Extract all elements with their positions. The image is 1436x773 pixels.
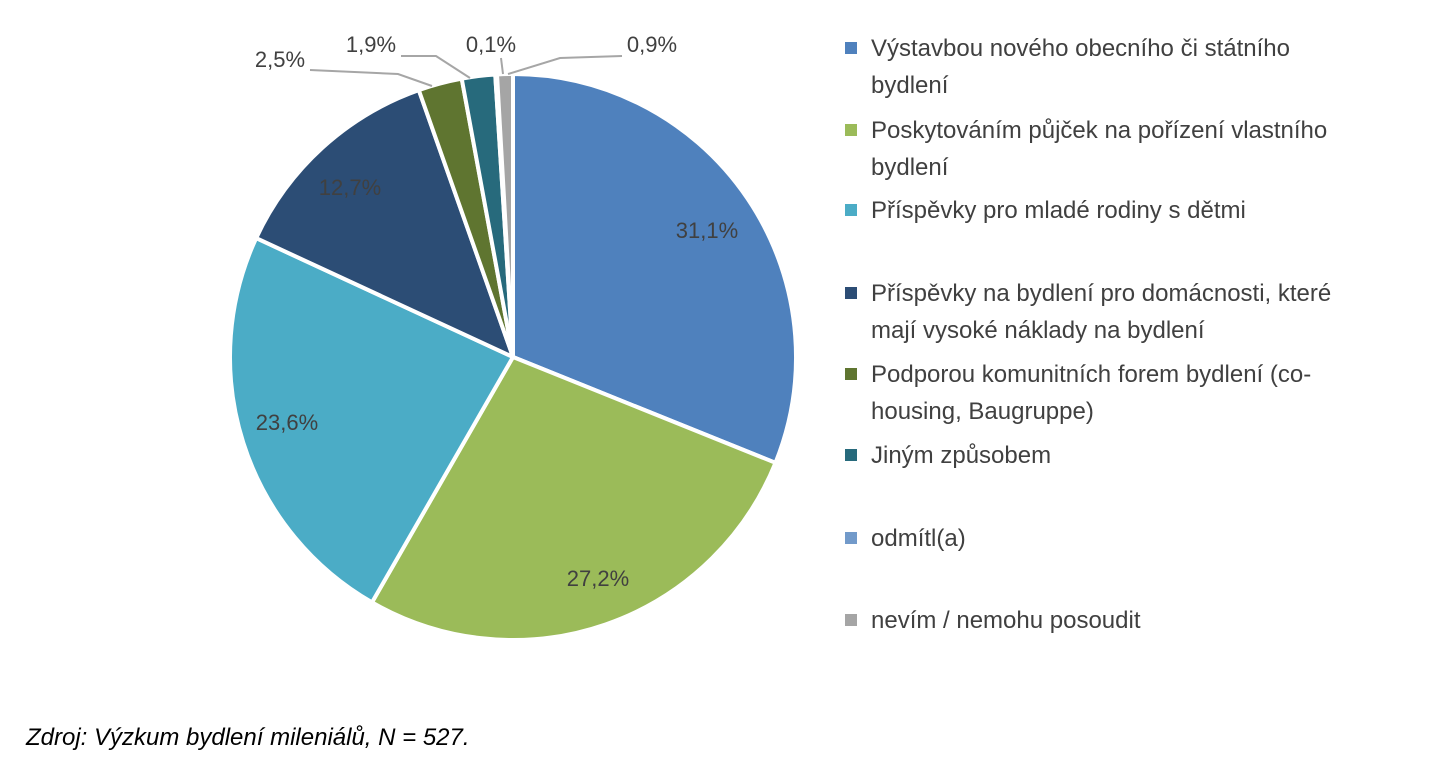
slice-labels: 31,1% 27,2% 23,6% 12,7% 2,5% 1,9% 0,1% 0,9% [255, 32, 738, 591]
legend-label: bydlení [871, 72, 949, 99]
legend-item-young-families: Příspěvky pro mladé rodiny s dětmi [845, 192, 1430, 229]
slice-value-label: 1,9% [346, 32, 396, 57]
slice-value-label: 31,1% [676, 218, 738, 243]
pie-slices [228, 71, 798, 642]
pie-slice [228, 236, 515, 605]
slice-value-label: 27,2% [567, 566, 629, 591]
leader-line [500, 57, 504, 75]
legend-item-loans: Poskytováním půjček na pořízení vlastníh… [845, 112, 1430, 186]
legend-swatch [845, 368, 857, 380]
slice-value-label: 0,9% [627, 32, 677, 57]
legend-label: mají vysoké náklady na bydlení [871, 317, 1205, 344]
leader-line [401, 55, 471, 79]
legend-item-dont-know: nevím / nemohu posoudit [845, 602, 1430, 639]
legend-label: bydlení [871, 154, 949, 181]
legend-item-housing-allowance: Příspěvky na bydlení pro domácnosti, kte… [845, 275, 1430, 349]
legend-item-other: Jiným způsobem [845, 437, 1430, 474]
legend-label: nevím / nemohu posoudit [871, 607, 1141, 634]
legend-label: odmítl(a) [871, 525, 966, 552]
legend-item-new-public-housing: Výstavbou nového obecního či státního byd… [845, 30, 1430, 104]
legend-swatch [845, 532, 857, 544]
legend-item-refused: odmítl(a) [845, 520, 1430, 557]
legend-swatch [845, 204, 857, 216]
legend-label: Výstavbou nového obecního či státního [871, 35, 1290, 62]
legend-swatch [845, 614, 857, 626]
slice-value-label: 2,5% [255, 47, 305, 72]
source-note: Zdroj: Výzkum bydlení mileniálů, N = 527… [26, 724, 470, 751]
legend-label: Příspěvky pro mladé rodiny s dětmi [871, 197, 1246, 224]
slice-value-label: 0,1% [466, 32, 516, 57]
legend-label: Příspěvky na bydlení pro domácnosti, kte… [871, 280, 1332, 307]
legend-label: Poskytováním půjček na pořízení vlastníh… [871, 117, 1328, 144]
legend-item-community-housing: Podporou komunitních forem bydlení (co-h… [845, 356, 1430, 430]
legend-swatch [845, 449, 857, 461]
slice-value-label: 23,6% [256, 410, 318, 435]
legend-label: Jiným způsobem [871, 442, 1052, 469]
legend-label: housing, Baugruppe) [871, 398, 1094, 425]
pie-slice [254, 88, 515, 359]
pie-slice [495, 71, 515, 359]
leader-line [309, 69, 433, 87]
leader-line [507, 55, 623, 75]
leader-lines [309, 55, 623, 87]
legend-swatch [845, 287, 857, 299]
legend-swatch [845, 124, 857, 136]
pie-slice [511, 72, 798, 465]
slice-value-label: 12,7% [319, 175, 381, 200]
legend-swatch [845, 42, 857, 54]
legend-label: Podporou komunitních forem bydlení (co- [871, 361, 1312, 388]
